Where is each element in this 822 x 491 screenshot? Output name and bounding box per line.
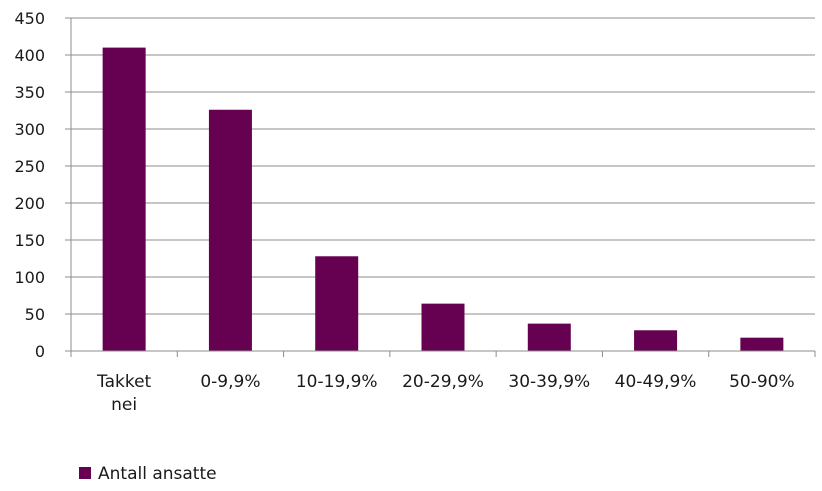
axes	[65, 17, 816, 357]
legend: Antall ansatte	[79, 464, 217, 484]
y-tick-label: 300	[14, 120, 45, 139]
bar	[208, 109, 252, 351]
bar	[421, 303, 465, 351]
y-tick-label: 400	[14, 46, 45, 65]
y-tick-label: 0	[35, 342, 45, 361]
bar	[315, 256, 359, 351]
x-tick-label: 10-19,9%	[296, 372, 378, 392]
bars	[102, 47, 784, 351]
x-tick-label: 40-49,9%	[615, 372, 697, 392]
legend-label: Antall ansatte	[98, 464, 217, 484]
y-tick-label: 350	[14, 83, 45, 102]
y-tick-label: 250	[14, 157, 45, 176]
bar	[102, 47, 146, 351]
gridlines	[71, 17, 815, 315]
bar	[740, 337, 784, 351]
y-tick-label: 50	[25, 305, 45, 324]
axis-labels: 0 50 100 150 200 250 300 350 400 450 Takket nei 0-9,…	[14, 9, 794, 415]
x-tick-label: 0-9,9%	[200, 372, 260, 392]
legend-swatch	[79, 467, 91, 479]
bar	[527, 323, 571, 351]
x-tick-label: 20-29,9%	[402, 372, 484, 392]
bar	[634, 330, 678, 351]
y-tick-label: 100	[14, 268, 45, 287]
y-tick-label: 450	[14, 9, 45, 28]
x-tick-label: 30-39,9%	[508, 372, 590, 392]
y-tick-label: 200	[14, 194, 45, 213]
x-tick-label: Takket nei	[96, 372, 152, 415]
y-tick-label: 150	[14, 231, 45, 250]
x-tick-label: 50-90%	[729, 372, 795, 392]
